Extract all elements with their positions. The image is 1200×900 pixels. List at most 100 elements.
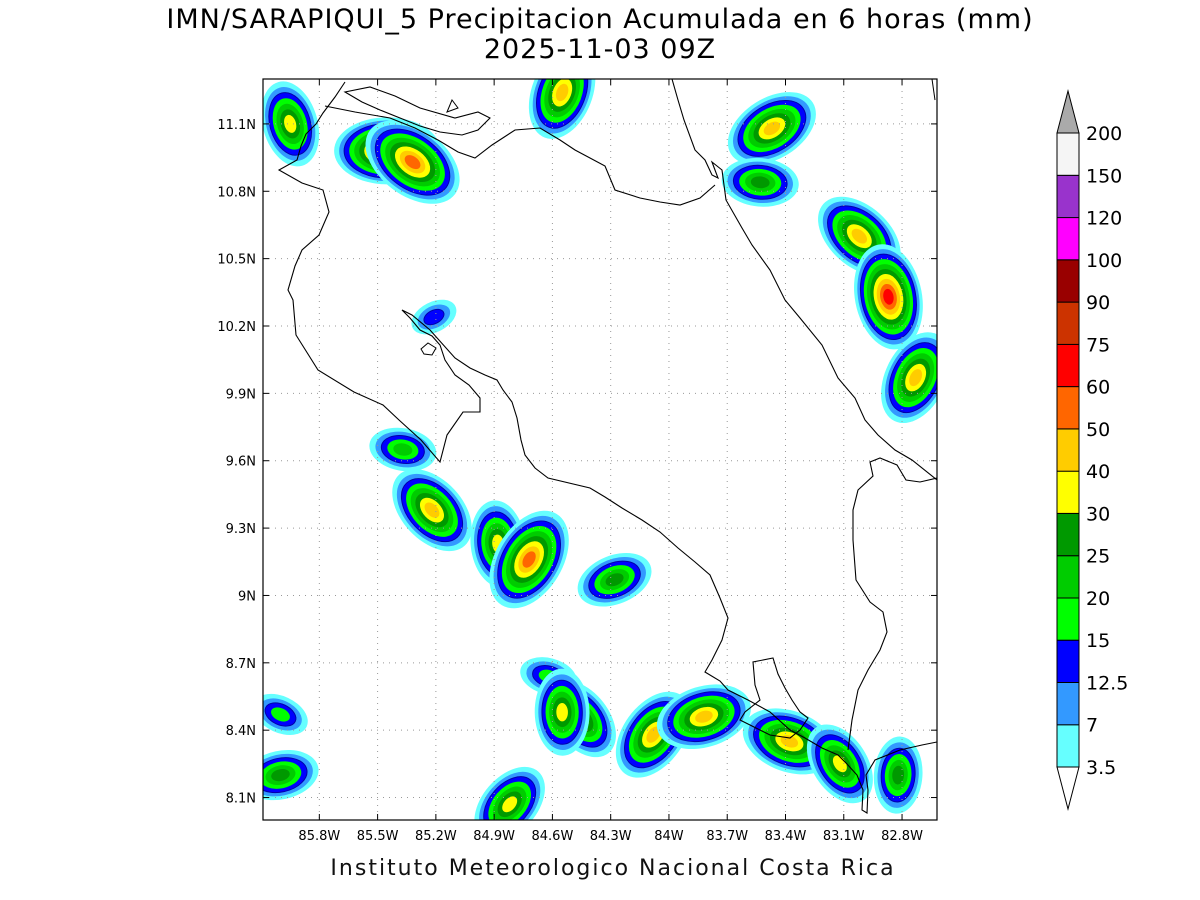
rain-contour-band [556,703,568,722]
legend-color-box [1056,132,1080,176]
lon-tick-label: 84W [654,829,684,844]
rain-cell [263,693,308,735]
rain-cell [263,750,319,801]
rain-contour-band [555,83,569,102]
coast-fragment [931,79,936,101]
coastline [277,79,937,814]
lon-tick-label: 82.8W [881,829,923,844]
rain-contour-band [909,369,923,387]
rain-contour-band [646,726,661,743]
rain-cell [873,736,923,814]
legend-level-label: 200 [1086,123,1122,145]
rain-cell [818,196,901,276]
rain-contour-band [883,288,894,305]
lat-tick-label: 9.6N [226,455,256,470]
legend-color-box [1056,428,1080,472]
caribbean-coastline [671,79,937,481]
legend-color-box [1056,259,1080,303]
legend-color-box [1056,512,1080,557]
lat-tick-label: 8.7N [226,657,256,672]
rain-contour-band [605,573,624,587]
credit-line: Instituto Meteorologico Nacional Costa R… [330,856,896,881]
lon-tick-label: 85.8W [298,829,340,844]
lon-tick-label: 83.1W [823,829,865,844]
island-chira-outline [420,342,437,356]
legend-level-label: 30 [1086,503,1110,525]
legend-level-label: 12.5 [1086,673,1128,695]
lat-tick-label: 11.1N [217,118,256,133]
legend-color-box [1056,343,1080,388]
lat-tick-label: 9N [238,589,256,604]
rain-cell [721,157,799,207]
rain-cell [392,469,472,552]
nicaragua-border [324,105,716,206]
lat-tick-label: 9.3N [226,522,256,537]
rain-cell [365,120,460,204]
rain-contour-band [423,308,445,326]
legend-color-box [1056,470,1080,514]
rain-contour-band [404,155,421,170]
pacific-coastline [277,81,937,814]
legend-level-label: 40 [1086,461,1110,483]
legend-lower-arrow [1056,766,1080,811]
legend-color-box [1056,301,1080,345]
legend-color-box [1056,386,1080,430]
rain-contour-band [780,735,799,748]
legend-level-label: 7 [1086,715,1098,737]
rain-cell [263,81,320,167]
lon-tick-label: 83.4W [765,829,807,844]
figure-subtitle: 2025-11-03 09Z [483,34,717,65]
lat-tick-label: 9.9N [226,387,256,402]
rain-contour-band [750,176,770,189]
lake-nicaragua-shore [343,86,491,136]
rain-contour-band [271,768,290,782]
legend-level-label: 20 [1086,588,1110,610]
lon-tick-label: 84.9W [473,829,515,844]
rain-contour-band [892,765,905,785]
lon-tick-label: 83.7W [706,829,748,844]
rain-contour-band [271,707,290,722]
lat-tick-label: 10.2N [217,320,256,335]
rain-cell [854,244,923,350]
legend-level-label: 90 [1086,292,1110,314]
rain-cell [489,510,569,609]
lat-tick-label: 8.1N [226,792,256,807]
rain-contour-band [851,228,868,244]
rain-cell [727,92,816,165]
legend-color-box [1056,174,1080,219]
legend-color-box [1056,217,1080,261]
rain-cell [534,668,590,756]
rain-contour-band [284,114,297,133]
osa-peninsula-coast [739,657,809,739]
legend-level-label: 15 [1086,630,1110,652]
rain-contour-band [502,796,518,813]
latitude-axis: 8.1N 8.4N 8.7N 9N 9.3N 9.6N 9.9N 10.2N 10.5N 10.8… [217,118,937,807]
legend-level-label: 120 [1086,208,1122,230]
legend-level-label: 100 [1086,250,1122,272]
legend-upper-arrow [1056,89,1080,134]
lat-tick-label: 10.5N [217,253,256,268]
rain-cell [577,552,652,607]
legend-color-box [1056,682,1080,726]
rain-contour-band [695,710,713,723]
island-outline [446,99,459,113]
rain-cell [881,332,937,424]
panama-border [847,457,937,751]
lon-tick-label: 85.2W [415,829,457,844]
rain-contour-band [763,121,781,136]
lon-tick-label: 84.6W [532,829,574,844]
legend-color-box [1056,555,1080,599]
lon-tick-label: 84.3W [590,829,632,844]
longitude-axis: 85.8W 85.5W 85.2W 84.9W 84.6W 84.3W 84W 83.7W 83… [298,79,923,844]
legend-color-box [1056,724,1080,768]
legend-level-label: 3.5 [1086,757,1116,779]
rain-cell [806,724,873,804]
legend-level-label: 25 [1086,546,1110,568]
legend-level-label: 50 [1086,419,1110,441]
lat-tick-label: 8.4N [226,724,256,739]
figure-title: IMN/SARAPIQUI_5 Precipitacion Acumulada … [166,4,1034,35]
legend-color-box [1056,597,1080,641]
lat-tick-label: 10.8N [217,185,256,200]
